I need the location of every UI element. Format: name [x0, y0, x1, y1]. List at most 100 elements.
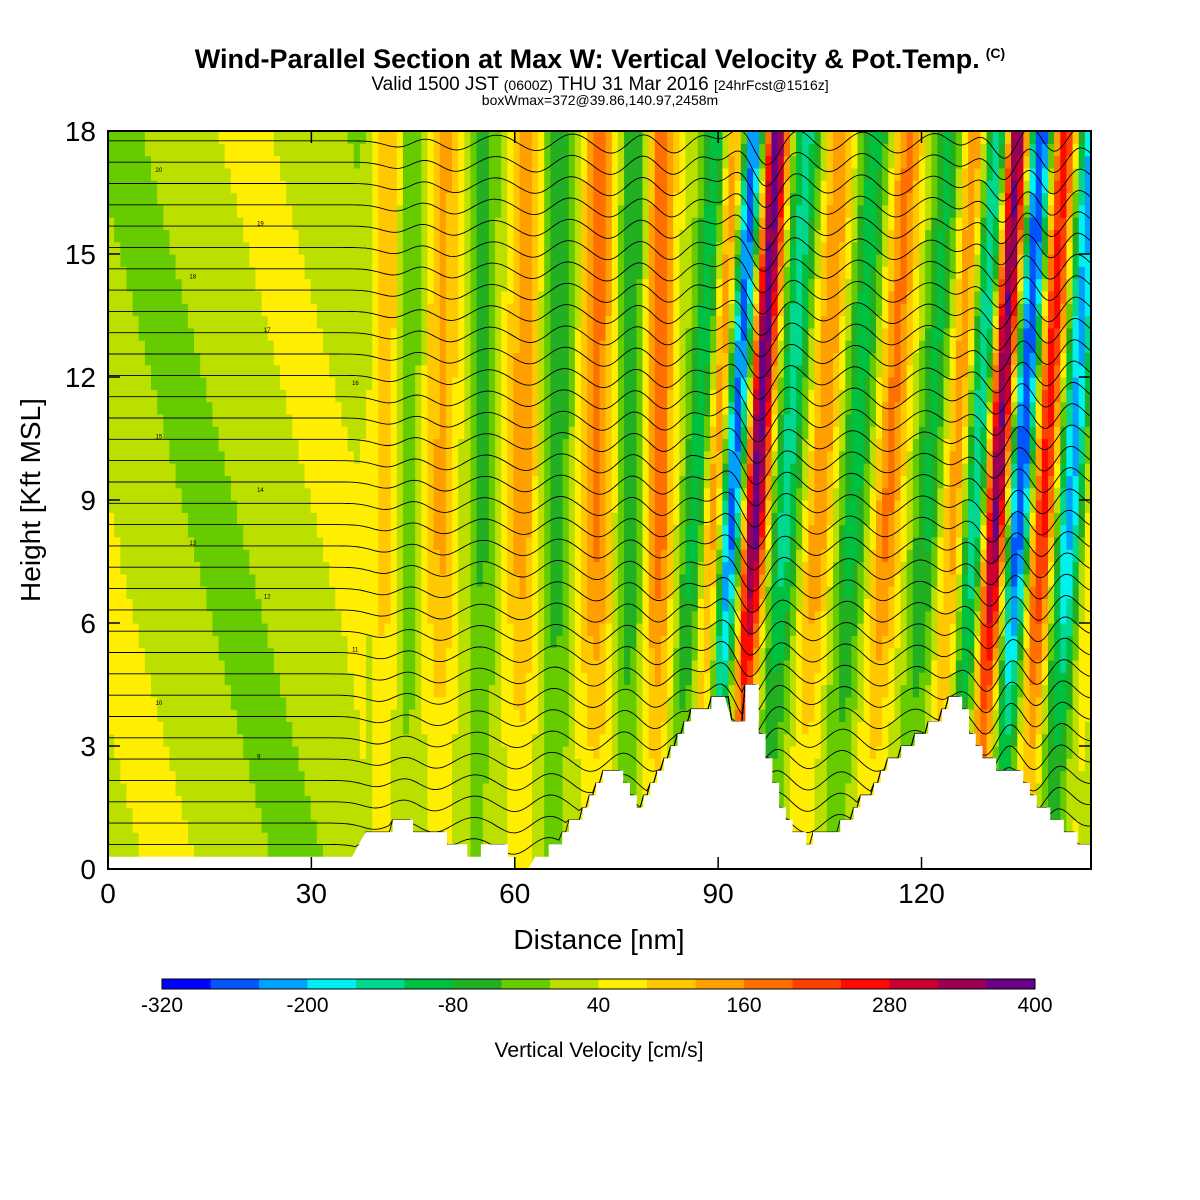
w-cell	[218, 746, 226, 759]
w-cell	[255, 487, 263, 501]
w-cell	[415, 352, 422, 366]
w-cell	[157, 696, 164, 710]
w-cell	[292, 819, 299, 833]
w-cell	[402, 438, 410, 452]
w-cell	[464, 782, 471, 796]
w-cell	[482, 561, 490, 575]
w-cell	[445, 795, 453, 809]
w-cell	[298, 524, 306, 538]
w-cell	[169, 746, 177, 759]
w-cell	[562, 536, 570, 550]
w-cell	[298, 512, 306, 526]
w-cell	[280, 167, 287, 181]
w-cell	[310, 819, 318, 833]
w-cell	[452, 450, 459, 464]
w-cell	[538, 217, 545, 230]
w-cell	[200, 254, 207, 267]
w-cell	[513, 819, 521, 833]
w-cell	[194, 266, 201, 280]
w-cell	[482, 549, 490, 563]
w-cell	[359, 635, 367, 649]
w-cell	[212, 266, 220, 280]
w-cell	[574, 696, 582, 710]
w-cell	[556, 487, 564, 501]
w-cell	[187, 192, 195, 206]
w-cell	[144, 696, 152, 710]
w-cell	[581, 598, 588, 612]
w-cell	[495, 438, 502, 452]
w-cell	[237, 635, 244, 649]
w-cell	[359, 819, 367, 833]
w-cell	[292, 438, 299, 452]
w-cell	[194, 327, 201, 341]
w-cell	[421, 684, 428, 698]
w-cell	[335, 684, 342, 698]
w-cell	[519, 352, 527, 366]
w-cell	[556, 536, 564, 550]
w-cell	[310, 352, 318, 366]
w-cell	[200, 315, 207, 329]
w-cell	[120, 807, 127, 821]
w-cell	[212, 598, 220, 612]
w-cell	[194, 426, 201, 440]
w-cell	[224, 167, 232, 181]
w-cell	[605, 598, 613, 612]
w-cell	[120, 758, 127, 772]
w-cell	[593, 659, 601, 673]
w-cell	[200, 340, 207, 353]
w-cell	[378, 549, 385, 563]
w-cell	[415, 167, 422, 181]
w-cell	[605, 536, 613, 550]
w-cell	[470, 413, 478, 427]
w-cell	[323, 746, 330, 759]
w-cell	[550, 364, 558, 378]
w-cell	[452, 635, 459, 649]
w-cell	[329, 413, 336, 427]
w-cell	[562, 180, 570, 194]
w-cell	[476, 623, 484, 636]
w-cell	[476, 696, 484, 710]
w-cell	[581, 389, 588, 403]
w-cell	[421, 561, 428, 575]
w-cell	[501, 143, 508, 157]
w-cell	[519, 229, 527, 243]
w-cell	[310, 450, 318, 464]
w-cell	[402, 586, 410, 599]
w-cell	[341, 807, 349, 821]
w-cell	[267, 254, 275, 267]
w-cell	[157, 807, 164, 821]
w-cell	[163, 770, 170, 784]
w-cell	[396, 746, 404, 759]
w-cell	[605, 204, 613, 218]
w-cell	[335, 696, 342, 710]
w-cell	[353, 475, 361, 489]
w-cell	[310, 758, 318, 772]
w-cell	[175, 561, 183, 575]
w-cell	[316, 303, 324, 317]
w-cell	[126, 364, 134, 378]
w-cell	[157, 167, 164, 181]
w-cell	[261, 623, 269, 636]
w-cell	[495, 303, 502, 317]
w-cell	[488, 770, 496, 784]
w-cell	[323, 832, 330, 845]
w-cell	[562, 721, 570, 735]
w-cell	[237, 586, 244, 599]
w-cell	[273, 770, 281, 784]
w-cell	[568, 487, 576, 501]
w-cell	[519, 770, 527, 784]
w-cell	[144, 610, 152, 624]
w-cell	[476, 413, 484, 427]
w-cell	[384, 709, 392, 722]
w-cell	[593, 758, 601, 772]
w-cell	[495, 536, 502, 550]
w-cell	[390, 500, 398, 513]
w-cell	[488, 438, 496, 452]
w-cell	[163, 167, 170, 181]
w-cell	[550, 561, 558, 575]
w-cell	[550, 254, 558, 267]
w-cell	[163, 696, 170, 710]
w-cell	[574, 721, 582, 735]
w-cell	[409, 721, 416, 735]
w-cell	[157, 278, 164, 292]
